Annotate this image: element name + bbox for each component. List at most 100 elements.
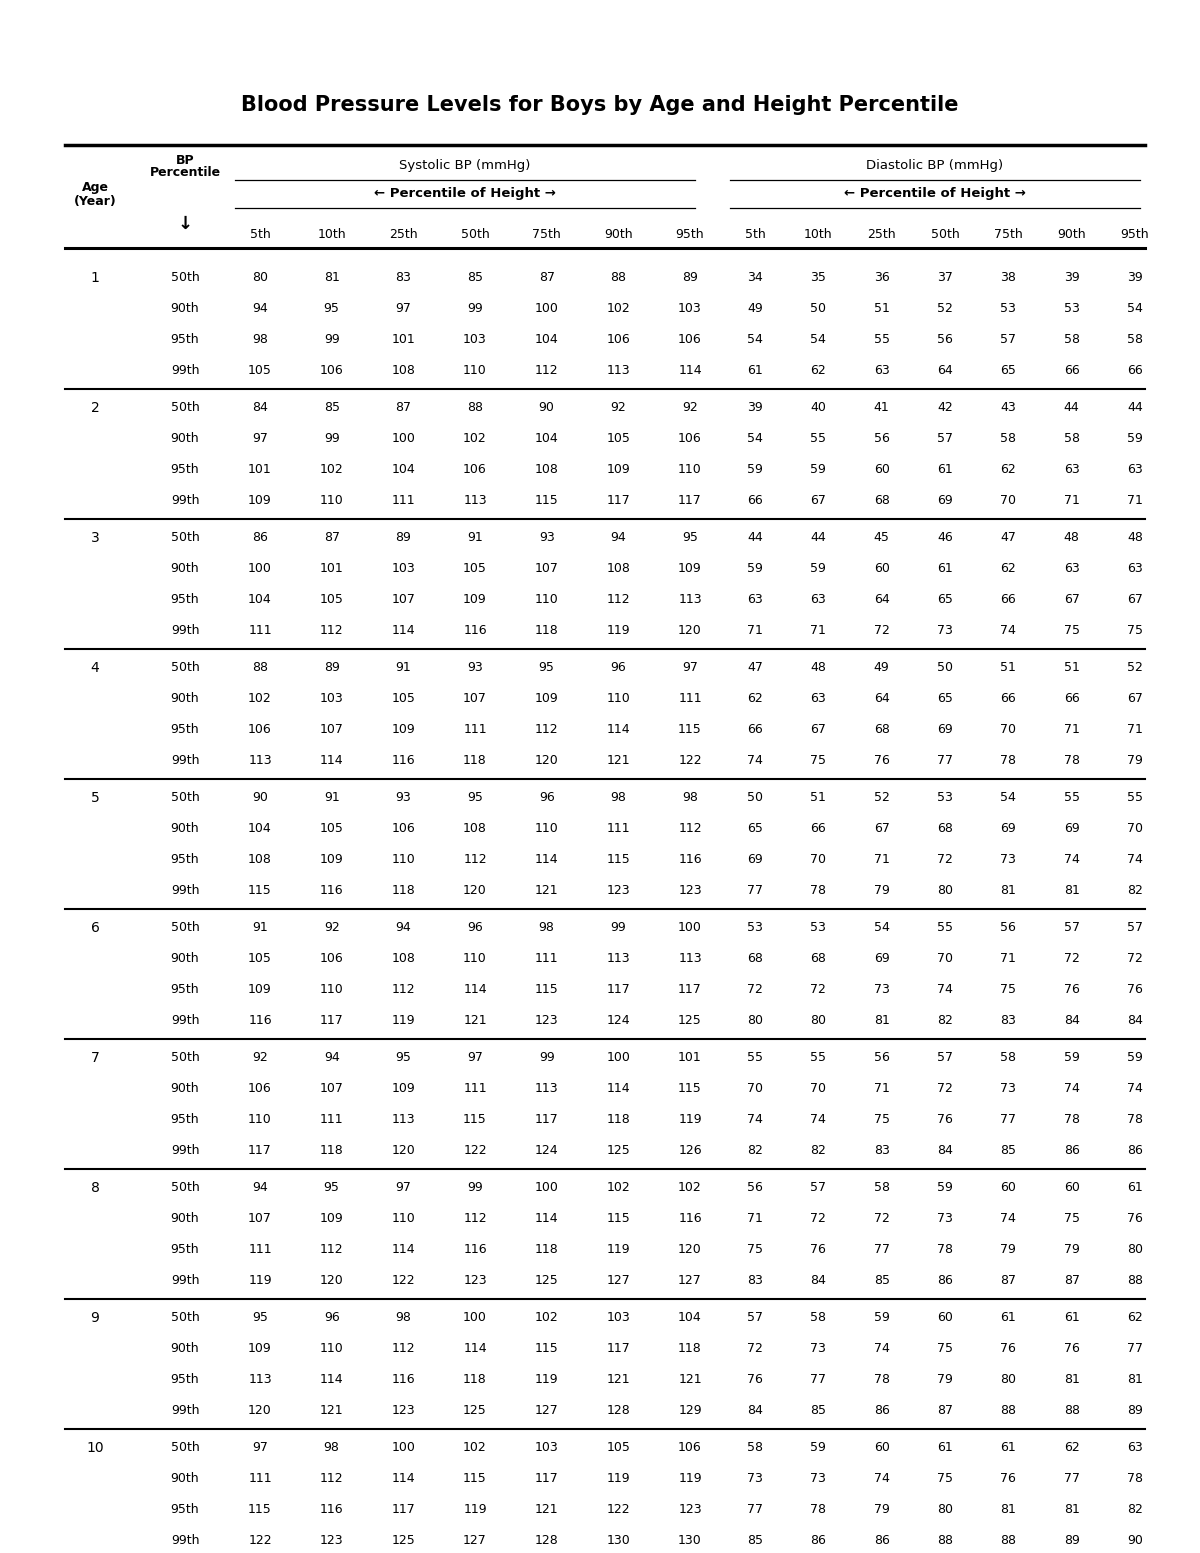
Text: 106: 106 [463, 463, 487, 477]
Text: 85: 85 [810, 1404, 827, 1416]
Text: 117: 117 [535, 1472, 558, 1485]
Text: 104: 104 [248, 593, 272, 606]
Text: 100: 100 [535, 301, 559, 315]
Text: 120: 120 [319, 1273, 343, 1287]
Text: 55: 55 [810, 1051, 827, 1064]
Text: 65: 65 [1001, 363, 1016, 377]
Text: 87: 87 [937, 1404, 953, 1416]
Text: 76: 76 [937, 1114, 953, 1126]
Text: 59: 59 [874, 1311, 889, 1325]
Text: 54: 54 [1127, 301, 1142, 315]
Text: 117: 117 [606, 1342, 630, 1356]
Text: 109: 109 [678, 562, 702, 575]
Text: 73: 73 [937, 1211, 953, 1225]
Text: 106: 106 [319, 363, 343, 377]
Text: 102: 102 [319, 463, 343, 477]
Text: 76: 76 [748, 1373, 763, 1385]
Text: 122: 122 [678, 755, 702, 767]
Text: 118: 118 [319, 1145, 343, 1157]
Text: 97: 97 [467, 1051, 482, 1064]
Text: 81: 81 [1001, 884, 1016, 898]
Text: 59: 59 [810, 1441, 827, 1454]
Text: 100: 100 [391, 432, 415, 446]
Text: 109: 109 [391, 1082, 415, 1095]
Text: 62: 62 [1001, 463, 1016, 477]
Text: 101: 101 [678, 1051, 702, 1064]
Text: 104: 104 [391, 463, 415, 477]
Text: 112: 112 [535, 724, 558, 736]
Text: 122: 122 [391, 1273, 415, 1287]
Text: 54: 54 [810, 332, 827, 346]
Text: 73: 73 [937, 624, 953, 637]
Text: 84: 84 [748, 1404, 763, 1416]
Text: 72: 72 [748, 1342, 763, 1356]
Text: 48: 48 [810, 662, 827, 674]
Text: 10th: 10th [317, 227, 346, 241]
Text: 97: 97 [395, 301, 412, 315]
Text: 72: 72 [874, 1211, 889, 1225]
Text: 117: 117 [678, 983, 702, 995]
Text: 109: 109 [319, 853, 343, 867]
Text: 89: 89 [1127, 1404, 1142, 1416]
Text: 61: 61 [1001, 1441, 1016, 1454]
Text: 119: 119 [678, 1472, 702, 1485]
Text: 111: 111 [535, 952, 558, 964]
Text: 75: 75 [1001, 983, 1016, 995]
Text: 70: 70 [937, 952, 953, 964]
Text: 108: 108 [606, 562, 630, 575]
Text: 95: 95 [467, 790, 482, 804]
Text: 110: 110 [319, 983, 343, 995]
Text: 58: 58 [1063, 332, 1080, 346]
Text: 121: 121 [678, 1373, 702, 1385]
Text: 99: 99 [324, 332, 340, 346]
Text: 76: 76 [810, 1242, 827, 1256]
Text: 63: 63 [1127, 1441, 1142, 1454]
Text: 74: 74 [748, 1114, 763, 1126]
Text: 51: 51 [1063, 662, 1080, 674]
Text: 93: 93 [467, 662, 482, 674]
Text: 55: 55 [874, 332, 889, 346]
Text: 61: 61 [1001, 1311, 1016, 1325]
Text: 65: 65 [748, 822, 763, 836]
Text: 82: 82 [937, 1014, 953, 1027]
Text: 45: 45 [874, 531, 889, 544]
Text: 106: 106 [678, 1441, 702, 1454]
Text: 76: 76 [1001, 1472, 1016, 1485]
Text: 117: 117 [319, 1014, 343, 1027]
Text: 109: 109 [248, 983, 272, 995]
Text: 110: 110 [535, 593, 558, 606]
Text: 113: 113 [606, 952, 630, 964]
Text: 111: 111 [248, 1242, 272, 1256]
Text: 55: 55 [937, 921, 953, 933]
Text: 120: 120 [391, 1145, 415, 1157]
Text: 49: 49 [874, 662, 889, 674]
Text: 99th: 99th [170, 1145, 199, 1157]
Text: 122: 122 [248, 1534, 272, 1547]
Text: 105: 105 [606, 432, 630, 446]
Text: 99th: 99th [170, 1273, 199, 1287]
Text: 102: 102 [535, 1311, 558, 1325]
Text: 113: 113 [535, 1082, 558, 1095]
Text: 102: 102 [678, 1180, 702, 1194]
Text: 56: 56 [874, 432, 889, 446]
Text: 72: 72 [1127, 952, 1142, 964]
Text: 89: 89 [1063, 1534, 1080, 1547]
Text: 71: 71 [748, 624, 763, 637]
Text: 85: 85 [1001, 1145, 1016, 1157]
Text: 63: 63 [810, 593, 827, 606]
Text: 102: 102 [248, 693, 272, 705]
Text: 83: 83 [874, 1145, 889, 1157]
Text: 121: 121 [320, 1404, 343, 1416]
Text: 88: 88 [1127, 1273, 1142, 1287]
Text: 85: 85 [874, 1273, 889, 1287]
Text: 77: 77 [874, 1242, 889, 1256]
Text: 119: 119 [535, 1373, 558, 1385]
Text: Blood Pressure Levels for Boys by Age and Height Percentile: Blood Pressure Levels for Boys by Age an… [241, 95, 959, 115]
Text: 71: 71 [1063, 724, 1080, 736]
Text: 123: 123 [320, 1534, 343, 1547]
Text: 88: 88 [1063, 1404, 1080, 1416]
Text: 126: 126 [678, 1145, 702, 1157]
Text: 71: 71 [874, 1082, 889, 1095]
Text: 116: 116 [391, 755, 415, 767]
Text: 113: 113 [463, 494, 487, 506]
